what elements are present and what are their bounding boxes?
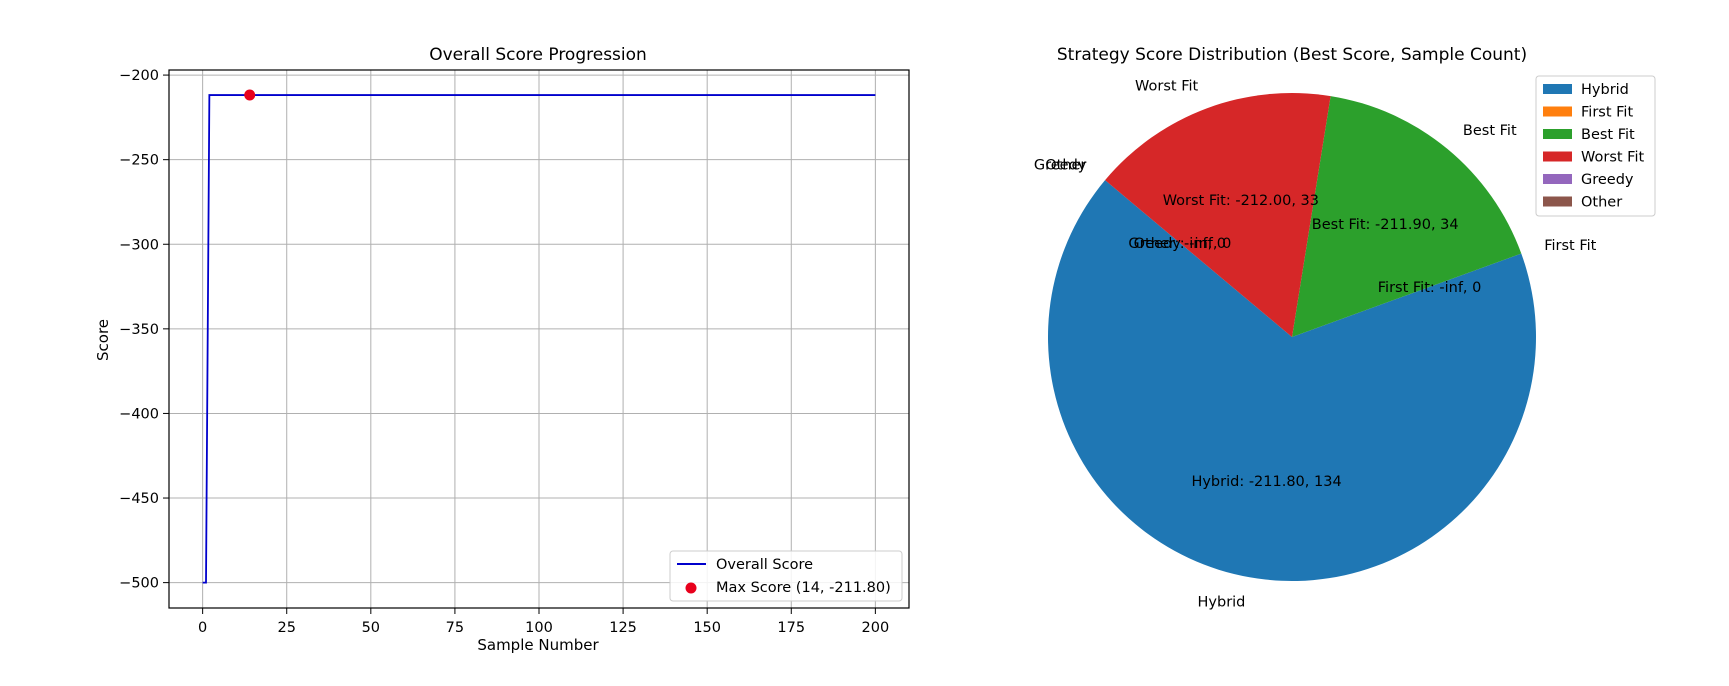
x-tick-label: 75 <box>446 620 464 636</box>
legend-label-max-score: Max Score (14, -211.80) <box>716 580 891 596</box>
line-chart-title: Overall Score Progression <box>429 45 647 65</box>
legend-swatch-worst-fit <box>1543 151 1572 162</box>
pie-chart: Strategy Score Distribution (Best Score,… <box>1034 45 1656 611</box>
legend-label-hybrid: Hybrid <box>1581 82 1629 98</box>
line-chart-x-axis-label: Sample Number <box>477 636 599 654</box>
pie-value-label-other: Other: -inf, 0 <box>1134 236 1226 252</box>
line-chart-y-ticks: −200 −250 −300 −350 −400 −450 −500 <box>119 68 169 592</box>
line-chart-x-ticks: 0 25 50 75 100 125 150 175 200 <box>198 608 889 636</box>
pie-slice-hybrid <box>1048 180 1536 581</box>
line-chart-y-axis-label: Score <box>94 319 112 361</box>
max-score-point <box>244 89 256 101</box>
legend-label-best-fit: Best Fit <box>1581 127 1635 143</box>
legend-label-other: Other <box>1581 195 1622 211</box>
line-chart-plot-area <box>202 89 876 584</box>
pie-chart-slices <box>1048 93 1536 581</box>
y-tick-label: −350 <box>119 322 159 338</box>
pie-chart-labels: Hybrid Hybrid: -211.80, 134 First Fit First… <box>1034 79 1597 611</box>
x-tick-label: 150 <box>693 620 721 636</box>
y-tick-label: −200 <box>119 68 159 84</box>
pie-outer-label-greedy: Greedy <box>1034 157 1087 173</box>
x-tick-label: 125 <box>609 620 637 636</box>
pie-outer-label-worst-fit: Worst Fit <box>1135 79 1198 95</box>
pie-value-label-first-fit: First Fit: -inf, 0 <box>1378 280 1482 296</box>
legend-swatch-other <box>1543 196 1572 207</box>
legend-swatch-hybrid <box>1543 84 1572 94</box>
line-chart-grid <box>169 70 909 608</box>
pie-slice-worst-fit <box>1105 93 1331 337</box>
legend-swatch-best-fit <box>1543 129 1572 139</box>
x-tick-label: 200 <box>862 620 890 636</box>
x-tick-label: 175 <box>777 620 805 636</box>
pie-outer-label-other: Other <box>1045 157 1086 173</box>
legend-label-worst-fit: Worst Fit <box>1581 150 1644 166</box>
x-tick-label: 0 <box>198 620 207 636</box>
x-tick-label: 25 <box>278 620 296 636</box>
y-tick-label: −500 <box>119 576 159 592</box>
line-chart-legend: Overall Score Max Score (14, -211.80) <box>669 550 903 602</box>
y-tick-label: −450 <box>119 491 159 507</box>
overall-score-line <box>202 94 876 584</box>
y-tick-label: −250 <box>119 153 159 169</box>
pie-outer-label-best-fit: Best Fit <box>1463 123 1517 139</box>
pie-chart-legend: Hybrid First Fit Best Fit Worst Fit Greedy Ot… <box>1535 75 1656 217</box>
x-tick-label: 50 <box>362 620 380 636</box>
legend-marker-swatch <box>685 582 697 594</box>
line-chart-legend-box <box>669 550 903 602</box>
pie-value-label-best-fit: Best Fit: -211.90, 34 <box>1312 217 1459 233</box>
y-tick-label: −300 <box>119 237 159 253</box>
line-chart: Overall Score Progression 0 25 50 75 100 125 1… <box>94 45 910 654</box>
legend-label-overall-score: Overall Score <box>716 557 813 573</box>
legend-swatch-greedy <box>1543 174 1572 184</box>
pie-slice-best-fit <box>1292 96 1522 337</box>
pie-value-label-greedy: Greedy: -inf, 0 <box>1128 236 1231 252</box>
legend-swatch-first-fit <box>1543 106 1572 117</box>
legend-label-first-fit: First Fit <box>1581 105 1633 121</box>
legend-label-greedy: Greedy <box>1581 172 1634 188</box>
y-tick-label: −400 <box>119 406 159 422</box>
pie-outer-label-hybrid: Hybrid <box>1198 594 1246 610</box>
pie-value-label-worst-fit: Worst Fit: -212.00, 33 <box>1163 193 1319 209</box>
pie-outer-label-first-fit: First Fit <box>1544 238 1596 254</box>
pie-value-label-hybrid: Hybrid: -211.80, 134 <box>1191 474 1341 490</box>
pie-chart-title: Strategy Score Distribution (Best Score,… <box>1057 45 1527 65</box>
x-tick-label: 100 <box>525 620 553 636</box>
